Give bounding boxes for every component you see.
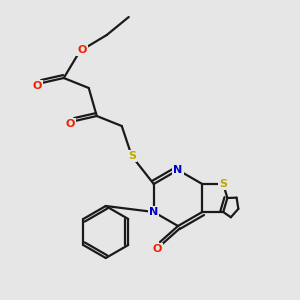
Text: O: O — [152, 244, 162, 254]
Text: O: O — [32, 81, 41, 91]
Text: O: O — [77, 45, 86, 55]
Text: N: N — [149, 207, 158, 217]
Text: O: O — [65, 119, 74, 129]
Text: S: S — [219, 179, 227, 189]
Text: N: N — [173, 165, 183, 175]
Text: S: S — [128, 151, 136, 161]
